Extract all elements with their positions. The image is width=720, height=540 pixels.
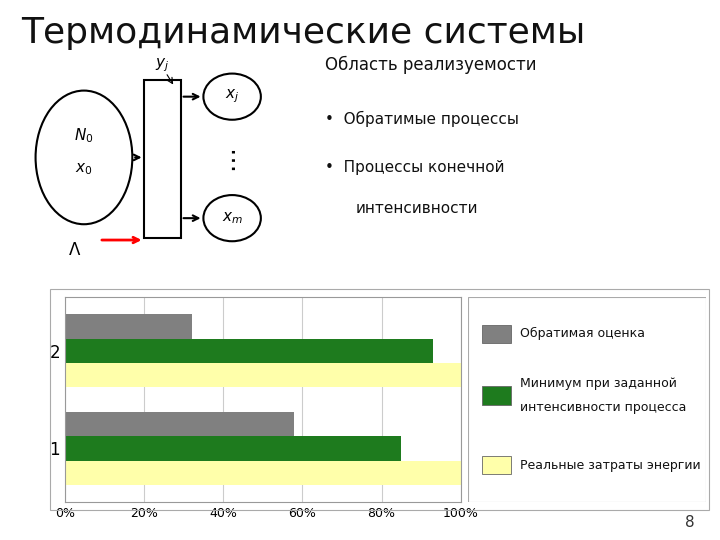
Text: •  Процессы конечной: • Процессы конечной [325, 160, 504, 175]
Text: $x_m$: $x_m$ [222, 210, 243, 226]
Bar [65, 436, 402, 461]
FancyBboxPatch shape [482, 386, 510, 405]
Bar [65, 314, 192, 339]
Text: •  Обратимые процессы: • Обратимые процессы [325, 111, 518, 127]
Text: $x_0$: $x_0$ [75, 161, 93, 178]
FancyBboxPatch shape [468, 297, 706, 502]
Text: Область реализуемости: Область реализуемости [325, 56, 536, 73]
Text: Реальные затраты энергии: Реальные затраты энергии [521, 459, 701, 472]
Text: Минимум при заданной: Минимум при заданной [521, 377, 677, 390]
Text: ⋯: ⋯ [220, 145, 244, 170]
Bar [65, 363, 461, 387]
Text: 8: 8 [685, 515, 695, 530]
Ellipse shape [35, 91, 132, 224]
Bar [65, 412, 294, 436]
FancyBboxPatch shape [482, 456, 510, 475]
Text: Обратимая оценка: Обратимая оценка [521, 327, 645, 341]
Bar [65, 339, 433, 363]
Bar [65, 461, 461, 485]
Circle shape [204, 195, 261, 241]
Text: интенсивности процесса: интенсивности процесса [521, 401, 687, 414]
FancyBboxPatch shape [482, 325, 510, 343]
Text: $N_0$: $N_0$ [74, 126, 94, 145]
Text: Термодинамические системы: Термодинамические системы [22, 16, 586, 50]
Circle shape [204, 73, 261, 120]
Text: $y_j$: $y_j$ [156, 56, 170, 74]
Text: интенсивности: интенсивности [356, 201, 478, 216]
FancyBboxPatch shape [145, 80, 181, 238]
Text: $\Lambda$: $\Lambda$ [68, 241, 81, 259]
Text: $x_j$: $x_j$ [225, 88, 239, 105]
